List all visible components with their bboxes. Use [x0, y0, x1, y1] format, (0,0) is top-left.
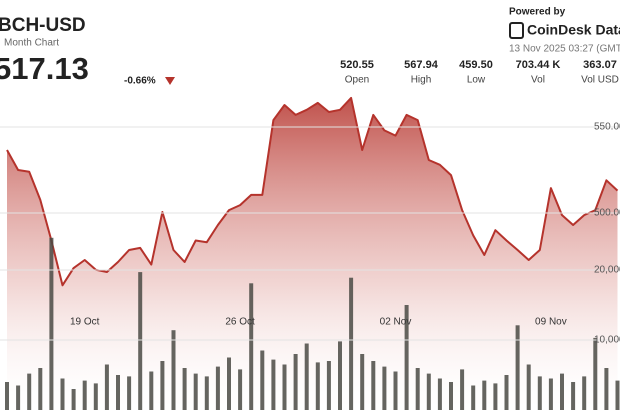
volume-bar [282, 364, 287, 410]
volume-bar [16, 385, 21, 410]
stat-value: 520.55 [340, 59, 374, 71]
volume-bar [360, 353, 365, 410]
volume-bar [116, 374, 120, 410]
stat-label: Open [345, 75, 369, 86]
volume-bar [349, 277, 354, 410]
volume-bar [5, 381, 9, 410]
volume-bar [382, 366, 387, 410]
volume-bar [293, 353, 298, 410]
volume-bar [149, 371, 154, 410]
brand-logo [509, 22, 524, 39]
volume-bar [593, 337, 598, 410]
volume-bar [560, 373, 564, 410]
stat-label: Vol [531, 75, 545, 86]
volume-bar [460, 369, 465, 410]
volume-bar [604, 367, 609, 410]
volume-bar [471, 385, 476, 410]
price: 517.13 [0, 51, 89, 86]
volume-bar [60, 378, 65, 410]
stat-label: Vol USD [581, 75, 619, 86]
x-tick-label: 26 Oct [225, 317, 255, 328]
volume-bar [38, 367, 43, 410]
volume-bar [249, 283, 254, 410]
stat-label: Low [467, 75, 486, 86]
x-tick-label: 09 Nov [535, 317, 567, 328]
volume-bar [326, 360, 331, 410]
stat-value: 459.50 [459, 59, 493, 71]
volume-bar [82, 380, 87, 410]
volume-bar [27, 373, 32, 410]
volume-bar [93, 383, 98, 410]
symbol: BCH-USD [0, 15, 86, 36]
volume-bar [138, 272, 143, 410]
volume-bar [227, 357, 231, 410]
volume-bar [127, 376, 132, 410]
volume-bar [260, 350, 265, 410]
volume-bar [215, 366, 220, 410]
volume-bar [238, 369, 243, 410]
volume-bar [582, 376, 587, 410]
down-arrow [165, 77, 175, 85]
volume-bar [315, 362, 320, 410]
volume-bar [104, 364, 109, 410]
stat-value: 703.44 K [516, 59, 561, 71]
volume-bar [160, 360, 165, 410]
volume-bar [615, 380, 620, 410]
volume-bar [404, 304, 409, 410]
volume-bar [515, 325, 520, 410]
period: Month Chart [4, 38, 59, 49]
volume-bar [426, 373, 431, 410]
volume-bar [49, 237, 54, 410]
volume-bar [393, 371, 398, 410]
x-tick-label: 02 Nov [380, 317, 412, 328]
volume-bar [193, 373, 198, 410]
volume-bar [415, 367, 420, 410]
volume-bar [537, 376, 542, 410]
stat-value: 567.94 [404, 59, 439, 71]
change: -0.66% [124, 76, 156, 87]
x-tick-label: 19 Oct [70, 317, 100, 328]
volume-bar [504, 374, 509, 410]
volume-bar [371, 360, 376, 410]
stat-value: 363.07 [583, 59, 617, 71]
y-tick-label: 10,000 [594, 335, 620, 346]
volume-bar [171, 330, 176, 410]
volume-bar [548, 378, 553, 410]
volume-bar [338, 341, 342, 410]
volume-bar [526, 364, 531, 410]
price-area [7, 97, 618, 410]
y-tick-label: 500.00 [594, 208, 620, 219]
y-tick-label: 20,000 [594, 265, 620, 276]
timestamp: 13 Nov 2025 03:27 (GMT [509, 44, 620, 55]
volume-bar [449, 381, 453, 410]
volume-bar [304, 343, 309, 410]
volume-bar [71, 388, 76, 410]
brand: CoinDesk Data [527, 22, 620, 38]
volume-bar [493, 383, 498, 410]
powered-by: Powered by [509, 7, 566, 18]
volume-bar [482, 380, 487, 410]
volume-bar [437, 378, 442, 410]
volume-bar [182, 367, 187, 410]
y-tick-label: 550.00 [594, 122, 620, 133]
volume-bar [571, 381, 576, 410]
stat-label: High [411, 75, 432, 86]
volume-bar [271, 359, 276, 410]
volume-bar [204, 376, 209, 410]
